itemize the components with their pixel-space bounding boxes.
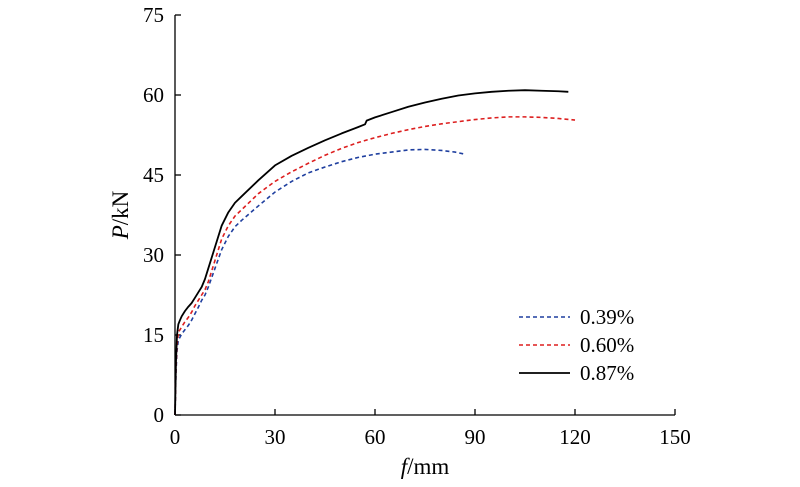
- x-tick-label: 120: [559, 425, 591, 449]
- y-axis-unit: /kN: [108, 190, 133, 225]
- series-line-2: [174, 116, 576, 416]
- y-axis-variable: P: [108, 225, 133, 240]
- y-tick-label: 45: [143, 163, 164, 187]
- y-tick-label: 15: [143, 323, 164, 347]
- series-line-3: [174, 89, 569, 416]
- y-tick-label: 75: [143, 3, 164, 27]
- y-ticks: 0 15 30 45 60 75: [143, 3, 181, 427]
- legend-label: 0.60%: [580, 333, 634, 357]
- x-tick-label: 30: [265, 425, 286, 449]
- legend-label: 0.87%: [580, 361, 634, 385]
- x-axis-variable: f: [401, 454, 411, 479]
- axes: [174, 15, 675, 416]
- legend-label: 0.39%: [580, 305, 634, 329]
- y-tick-label: 0: [154, 403, 165, 427]
- x-tick-label: 0: [170, 425, 181, 449]
- x-axis-unit: /mm: [407, 454, 449, 479]
- x-ticks: 0 30 60 90 120 150: [170, 409, 691, 449]
- y-tick-label: 30: [143, 243, 164, 267]
- legend: 0.39% 0.60% 0.87%: [519, 305, 634, 385]
- y-axis-title: P/kN: [108, 190, 133, 240]
- series-line-1: [174, 148, 466, 416]
- x-axis-title: f/mm: [401, 454, 450, 479]
- y-tick-label: 60: [143, 83, 164, 107]
- series-layer: [174, 89, 576, 416]
- x-tick-label: 60: [365, 425, 386, 449]
- x-tick-label: 90: [465, 425, 486, 449]
- x-tick-label: 150: [659, 425, 691, 449]
